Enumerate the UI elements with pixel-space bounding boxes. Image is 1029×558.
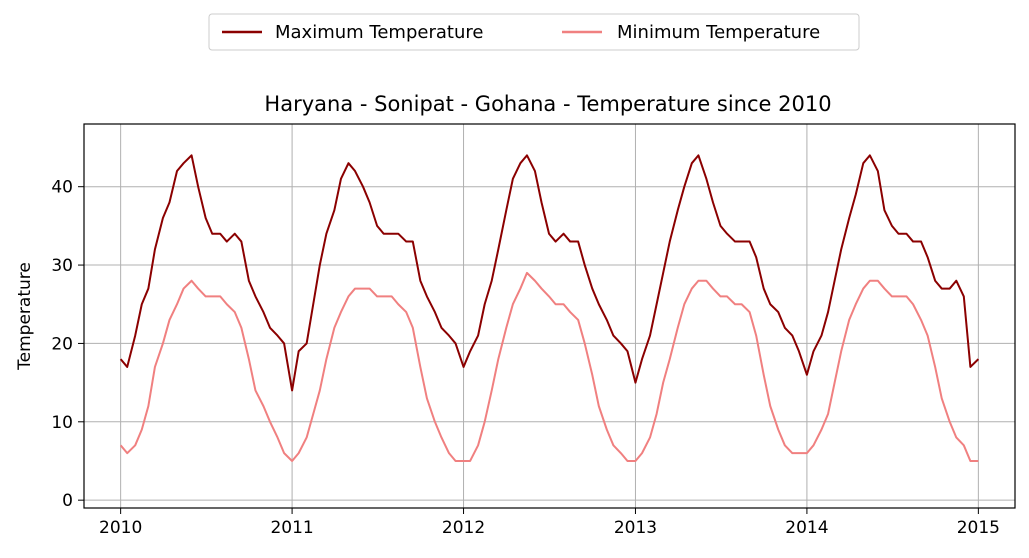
legend-label-minimum-temperature: Minimum Temperature	[617, 22, 820, 43]
legend-box	[208, 13, 860, 51]
axes	[83, 123, 1016, 509]
x-tick-label: 2014	[785, 518, 828, 538]
y-axis-label: Temperature	[15, 262, 35, 371]
y-tick-label: 40	[51, 178, 73, 198]
y-tick-label: 20	[51, 334, 73, 354]
plot-frame	[83, 123, 1016, 509]
x-tick-label: 2011	[270, 518, 313, 538]
chart-title: Haryana - Sonipat - Gohana - Temperature…	[264, 92, 831, 116]
series-line-maximum-temperature	[119, 154, 980, 392]
series-layer	[119, 154, 980, 462]
y-tick-label: 30	[51, 256, 73, 276]
legend-label-maximum-temperature: Maximum Temperature	[275, 22, 483, 43]
y-tick-label: 10	[51, 413, 73, 433]
x-tick-label: 2012	[442, 518, 485, 538]
x-tick-label: 2015	[957, 518, 1000, 538]
series-line-minimum-temperature	[119, 271, 979, 462]
x-tick-label: 2013	[614, 518, 657, 538]
y-tick-label: 0	[62, 491, 73, 511]
x-tick-label: 2010	[99, 518, 142, 538]
legend: Maximum Temperature Minimum Temperature	[208, 13, 860, 51]
grid	[84, 124, 1015, 508]
ticks: 2010 2011 2012 2013 2014 2015 0 10 20 30 40	[51, 178, 1000, 538]
